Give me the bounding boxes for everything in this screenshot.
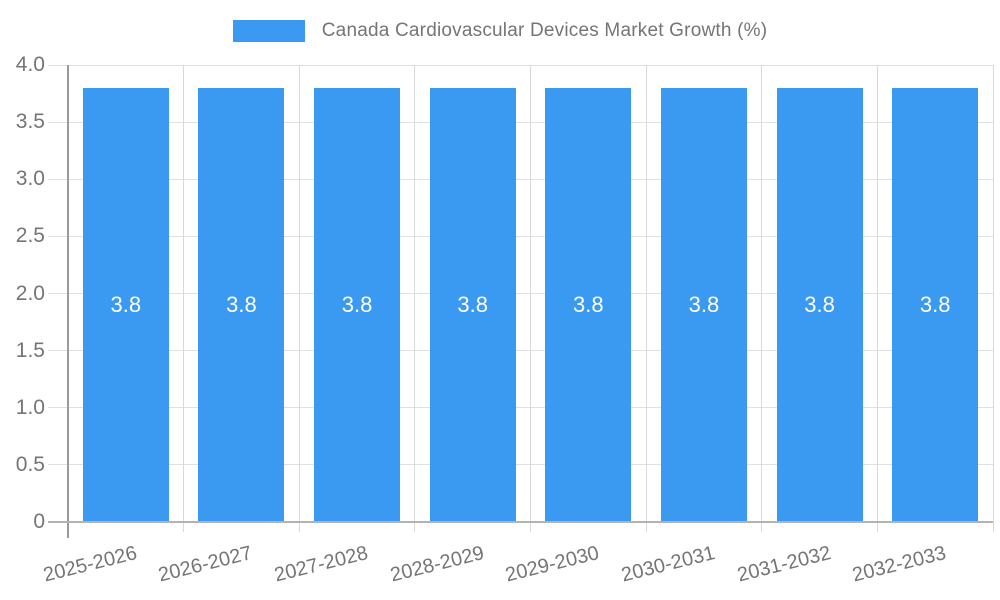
bar-value-label: 3.8 (226, 291, 257, 317)
legend-label: Canada Cardiovascular Devices Market Gro… (321, 20, 768, 41)
x-gridline (530, 65, 531, 532)
y-axis-tick-label: 0 (33, 510, 45, 533)
bar[interactable]: 3.8 (198, 87, 285, 522)
y-gridline (48, 121, 993, 123)
y-axis-tick-label: 3.0 (15, 167, 45, 191)
y-axis-tick-label: 1.5 (15, 338, 45, 362)
bar[interactable]: 3.8 (82, 87, 169, 522)
y-gridline (48, 64, 993, 66)
y-gridline (48, 235, 993, 237)
chart-legend: Canada Cardiovascular Devices Market Gro… (0, 20, 1000, 42)
bar[interactable]: 3.8 (429, 87, 516, 522)
y-axis-line (67, 65, 69, 538)
y-axis-tick-label: 2.5 (15, 224, 45, 248)
y-axis-tick-label: 4.0 (15, 53, 45, 76)
bar-value-label: 3.8 (457, 291, 488, 317)
bar-value-label: 3.8 (688, 291, 720, 317)
bar-value-label: 3.8 (341, 291, 373, 317)
x-gridline (298, 65, 300, 532)
bar[interactable]: 3.8 (776, 87, 863, 522)
y-axis-tick-label: 2.0 (15, 281, 45, 305)
bar-value-label: 3.8 (573, 291, 604, 317)
y-axis-tick-label: 0.5 (15, 452, 45, 476)
x-gridline (645, 65, 647, 532)
bar-value-label: 3.8 (804, 291, 835, 317)
bar-value-label: 3.8 (110, 291, 142, 317)
y-axis-tick-label: 1.0 (15, 395, 45, 419)
y-gridline (48, 407, 993, 409)
bar[interactable]: 3.8 (314, 87, 401, 522)
y-gridline (48, 293, 993, 294)
x-axis-baseline (48, 521, 993, 523)
x-gridline (183, 65, 185, 532)
x-gridline (876, 65, 878, 532)
bar[interactable]: 3.8 (892, 87, 979, 522)
bar[interactable]: 3.8 (545, 87, 632, 522)
x-gridline (761, 65, 763, 532)
y-axis-tick-label: 3.5 (15, 110, 45, 134)
x-gridline (992, 65, 994, 532)
x-gridline (414, 65, 416, 532)
bar[interactable]: 3.8 (660, 87, 747, 522)
legend-swatch (232, 20, 305, 42)
y-gridline (48, 464, 993, 466)
bar-value-label: 3.8 (919, 291, 951, 317)
y-gridline (48, 350, 993, 352)
y-gridline (48, 178, 993, 180)
